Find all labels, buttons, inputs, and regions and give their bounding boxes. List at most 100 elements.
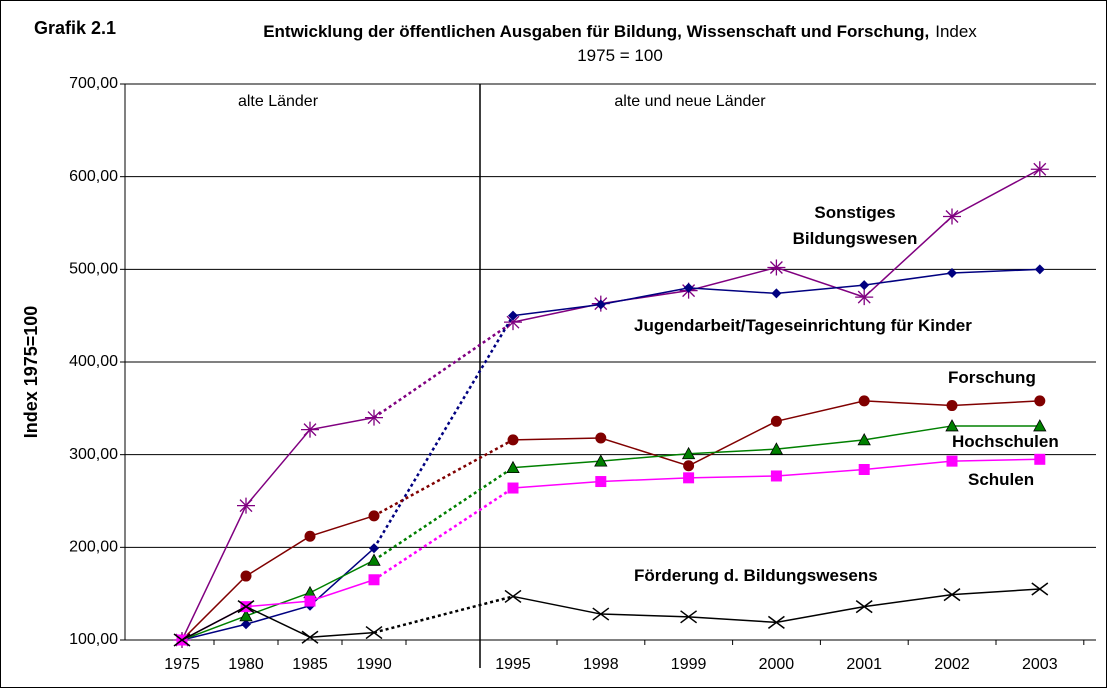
series-label: Schulen <box>968 470 1035 489</box>
marker <box>595 299 606 310</box>
chart-label: Grafik 2.1 <box>34 18 117 38</box>
marker <box>1034 395 1046 407</box>
marker-stroke <box>365 625 383 640</box>
marker <box>681 446 696 460</box>
marker <box>680 610 698 624</box>
series-connector <box>373 321 514 419</box>
marker <box>943 587 961 602</box>
marker-stroke <box>855 600 873 614</box>
marker-shape <box>368 510 380 522</box>
y-tick-label: 600,00 <box>69 168 118 185</box>
series-label: Förderung d. Bildungswesens <box>634 566 878 585</box>
marker <box>365 625 383 640</box>
marker-shape <box>506 460 520 474</box>
marker-shape <box>367 553 381 566</box>
series-line <box>181 515 375 641</box>
series-connector <box>373 486 514 581</box>
x-tick-label: 1999 <box>671 656 707 673</box>
marker-shape <box>369 543 379 554</box>
marker <box>301 630 319 644</box>
marker <box>945 419 959 432</box>
marker-shape <box>945 419 959 432</box>
marker <box>769 442 784 455</box>
marker <box>368 574 380 586</box>
marker-shape <box>857 433 871 446</box>
marker <box>592 607 610 621</box>
marker <box>855 289 874 306</box>
marker-shape <box>683 282 694 293</box>
chart-title: Entwicklung der öffentlichen Ausgaben fü… <box>260 20 980 68</box>
annotation: alte Länder <box>238 93 319 110</box>
x-tick-label: 2000 <box>759 656 795 673</box>
marker-stroke <box>504 589 522 604</box>
x-tick-label: 1980 <box>228 656 264 673</box>
marker-shape <box>858 395 870 407</box>
marker-shape <box>239 609 253 622</box>
marker <box>241 619 251 630</box>
marker-shape <box>770 470 782 482</box>
x-tick-label: 2003 <box>1022 656 1058 673</box>
marker-shape <box>241 619 251 630</box>
marker <box>858 463 870 475</box>
annotation: alte und neue Länder <box>614 93 766 110</box>
marker-stroke <box>173 633 191 647</box>
title-text: Entwicklung der öffentlichen Ausgaben fü… <box>263 22 930 41</box>
marker-shape <box>1034 395 1046 407</box>
y-tick-label: 300,00 <box>69 446 118 463</box>
marker-shape <box>507 482 519 494</box>
y-axis-label: Index 1975=100 <box>21 306 41 439</box>
marker <box>683 472 695 484</box>
marker <box>857 433 871 446</box>
marker-shape <box>858 463 870 475</box>
series-label: Forschung <box>948 368 1036 387</box>
x-tick-label: 2002 <box>934 656 970 673</box>
marker-shape <box>771 288 782 299</box>
marker-stroke <box>301 630 319 644</box>
marker <box>683 460 695 472</box>
series-label: Hochschulen <box>952 432 1059 451</box>
marker <box>1034 264 1045 275</box>
y-tick-label: 200,00 <box>69 539 118 556</box>
marker-shape <box>594 454 608 467</box>
marker-shape <box>304 595 316 607</box>
marker-stroke <box>680 610 698 624</box>
marker-shape <box>595 476 607 488</box>
y-tick-label: 500,00 <box>69 261 118 278</box>
marker-shape <box>769 442 784 455</box>
marker <box>240 570 252 582</box>
marker <box>239 609 253 622</box>
x-tick-label: 2001 <box>846 656 882 673</box>
marker <box>304 530 316 542</box>
series-label: Jugendarbeit/Tageseinrichtung für Kinder <box>634 316 972 335</box>
marker-shape <box>946 455 958 467</box>
series-label: Sonstiges Bildungswesen <box>792 203 918 248</box>
marker-shape <box>947 268 957 279</box>
marker <box>594 454 608 467</box>
marker-shape <box>1034 264 1045 275</box>
marker-stroke <box>767 615 785 629</box>
marker <box>770 415 782 427</box>
marker <box>767 615 785 629</box>
marker <box>506 460 520 474</box>
marker <box>855 600 873 614</box>
marker <box>943 208 961 225</box>
marker <box>858 395 870 407</box>
marker <box>368 510 380 522</box>
marker <box>301 421 319 438</box>
marker <box>237 600 255 614</box>
marker-shape <box>368 574 380 586</box>
marker-shape <box>507 434 519 446</box>
marker-shape <box>595 299 606 310</box>
series-line <box>181 605 375 641</box>
marker-stroke <box>237 600 255 614</box>
marker-shape <box>683 460 695 472</box>
marker-shape <box>304 530 316 542</box>
marker-shape <box>681 446 696 460</box>
marker-shape <box>595 432 607 444</box>
marker <box>859 280 870 291</box>
marker <box>507 482 519 494</box>
marker <box>946 400 958 412</box>
marker-stroke <box>1031 582 1049 596</box>
